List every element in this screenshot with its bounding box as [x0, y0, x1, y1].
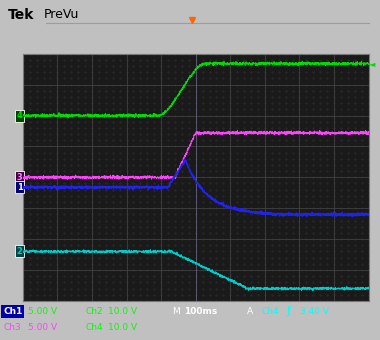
- Text: 5.00 V: 5.00 V: [28, 307, 57, 316]
- Text: ƒ: ƒ: [287, 306, 291, 316]
- Text: PreVu: PreVu: [44, 8, 79, 21]
- Text: A: A: [247, 307, 253, 316]
- Text: 2: 2: [17, 247, 22, 256]
- Text: Tek: Tek: [8, 7, 34, 21]
- Text: M: M: [172, 307, 180, 316]
- Text: 5.00 V: 5.00 V: [28, 323, 57, 332]
- Text: 4: 4: [17, 111, 22, 120]
- Text: Ch3: Ch3: [3, 323, 21, 332]
- Text: 3: 3: [17, 173, 22, 182]
- Text: Ch4: Ch4: [261, 307, 279, 316]
- Text: ◄: ◄: [369, 59, 375, 68]
- Text: 10.0 V: 10.0 V: [108, 323, 137, 332]
- Text: 10.0 V: 10.0 V: [108, 307, 137, 316]
- Text: Ch2: Ch2: [85, 307, 103, 316]
- Text: 100ms: 100ms: [184, 307, 217, 316]
- Text: Ch4: Ch4: [85, 323, 103, 332]
- Text: 3.40 V: 3.40 V: [300, 307, 329, 316]
- Text: 1: 1: [17, 183, 22, 192]
- Text: Ch1: Ch1: [3, 307, 22, 316]
